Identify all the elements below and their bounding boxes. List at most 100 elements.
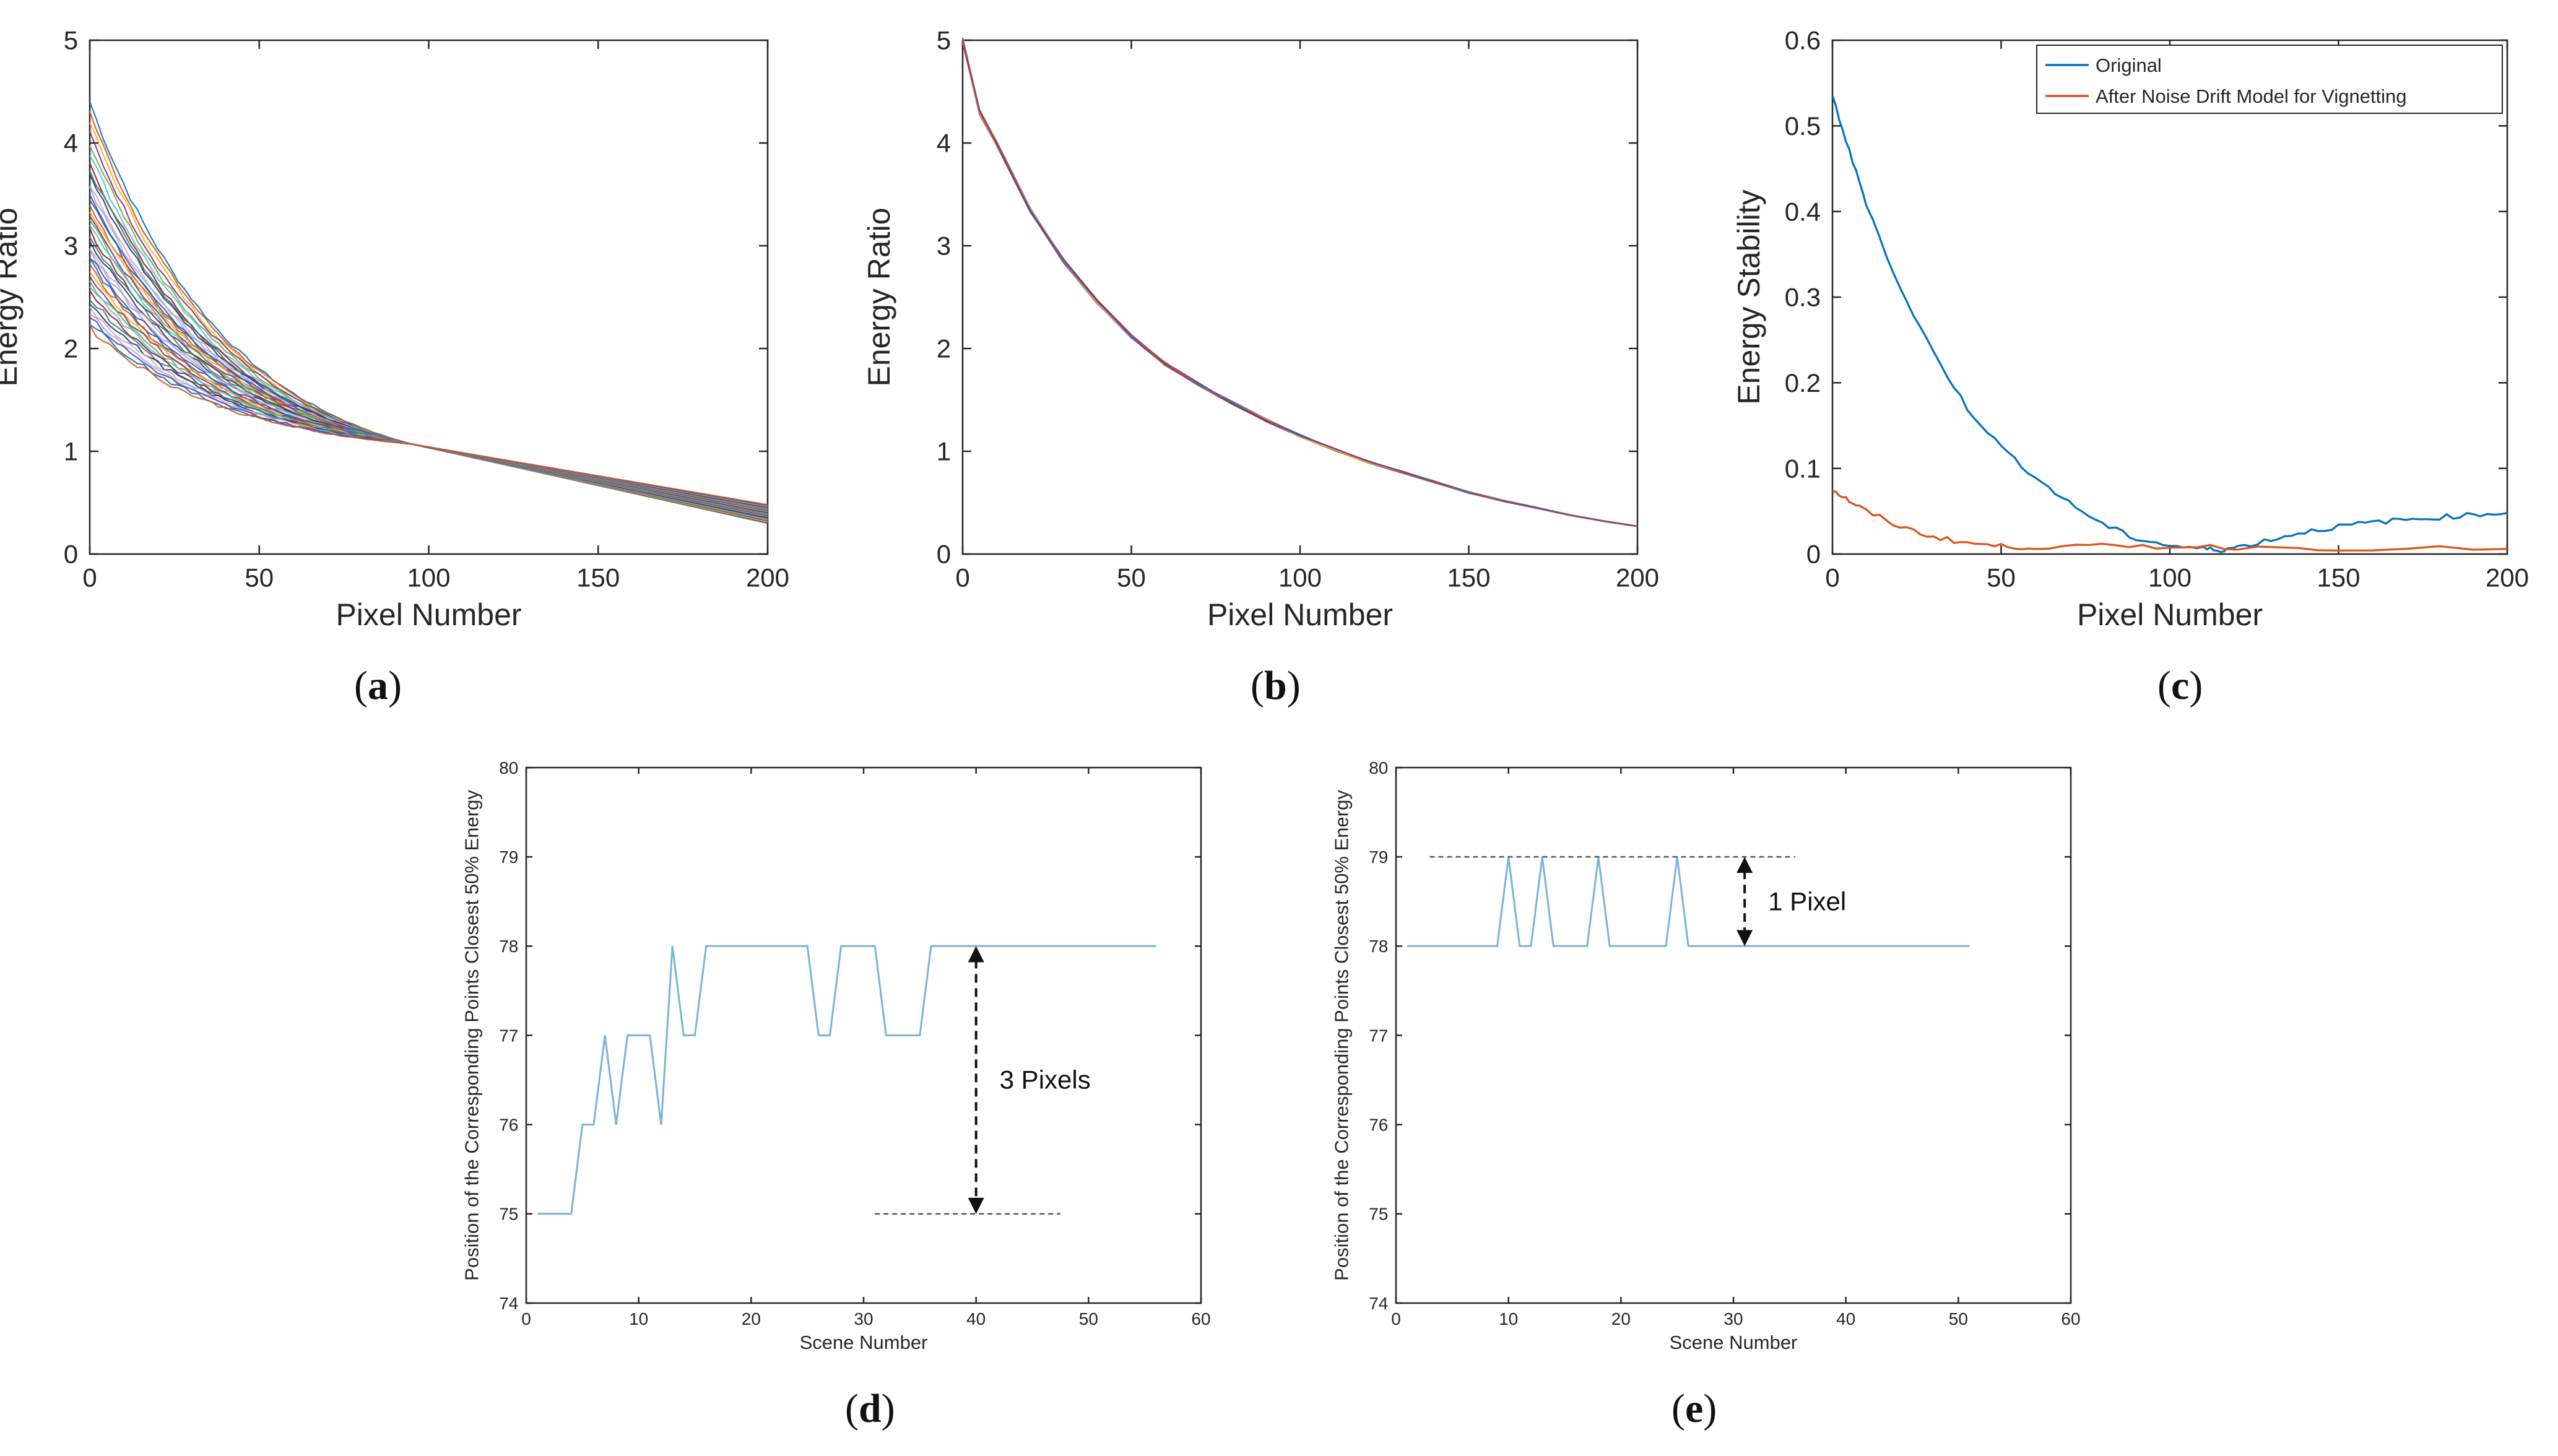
- series-line: [961, 38, 1638, 527]
- x-tick-label: 200: [2486, 563, 2529, 592]
- x-tick-label: 50: [1987, 563, 2016, 592]
- x-tick-label: 100: [1278, 563, 1322, 592]
- x-tick-label: 150: [576, 563, 620, 592]
- x-tick-label: 200: [746, 563, 789, 592]
- y-tick-label: 2: [64, 334, 78, 363]
- y-tick-label: 79: [499, 847, 518, 867]
- y-tick-label: 5: [937, 26, 951, 55]
- y-tick-label: 74: [1369, 1294, 1388, 1313]
- series-line: [961, 40, 1638, 527]
- series-line: [89, 215, 768, 515]
- x-tick-label: 50: [1079, 1309, 1098, 1328]
- y-tick-label: 0: [64, 540, 78, 569]
- x-axis-label: Scene Number: [800, 1332, 928, 1353]
- panel-label-b: (b): [1251, 663, 1301, 708]
- series-line: [961, 38, 1638, 527]
- y-tick-label: 2: [937, 334, 951, 363]
- y-tick-label: 0.2: [1785, 368, 1821, 397]
- y-tick-label: 3: [64, 232, 78, 261]
- series-line: [961, 38, 1638, 527]
- x-tick-label: 150: [1447, 563, 1490, 592]
- series-line: [961, 40, 1638, 527]
- y-tick-label: 80: [1369, 758, 1388, 778]
- x-axis-label: Pixel Number: [1207, 597, 1393, 632]
- series-line: [89, 280, 768, 509]
- legend-label: Original: [2096, 54, 2162, 76]
- y-tick-label: 75: [1369, 1205, 1388, 1224]
- legend-label: After Noise Drift Model for Vignetting: [2096, 85, 2407, 107]
- series-line-after-model: [1832, 490, 2508, 552]
- series-line: [89, 299, 768, 508]
- series-line: [961, 38, 1638, 527]
- series-line: [89, 249, 768, 512]
- x-tick-label: 40: [966, 1309, 986, 1328]
- y-tick-label: 77: [499, 1026, 518, 1045]
- series-line: [961, 41, 1638, 527]
- y-tick-label: 80: [499, 758, 518, 778]
- y-tick-label: 75: [499, 1205, 518, 1224]
- y-tick-label: 0: [1806, 540, 1821, 569]
- x-tick-label: 30: [854, 1309, 873, 1328]
- plot-frame: [961, 39, 1639, 555]
- series-line: [89, 186, 768, 517]
- series-line: [961, 39, 1638, 527]
- y-tick-label: 74: [499, 1294, 518, 1313]
- y-tick-label: 0.5: [1785, 111, 1821, 141]
- x-axis-label: Pixel Number: [2077, 597, 2263, 632]
- x-tick-label: 60: [2061, 1309, 2080, 1328]
- y-tick-label: 78: [1369, 937, 1388, 956]
- series-line: [961, 38, 1638, 527]
- y-axis-label: Energy Stability: [1732, 189, 1766, 404]
- series-line: [89, 271, 768, 510]
- chart-a: 0 50 100 150 200 0 1 2 3 4 5 Pixel Number Energy Rat…: [0, 26, 789, 632]
- series-line: [961, 40, 1638, 527]
- y-tick-label: 1: [64, 437, 78, 466]
- series-line: [961, 42, 1638, 527]
- y-tick-label: 3: [937, 232, 951, 261]
- series-line: [961, 40, 1638, 527]
- y-tick-label: 0.4: [1785, 197, 1821, 226]
- x-tick-label: 50: [1949, 1309, 1968, 1328]
- series-line: [961, 40, 1638, 527]
- range-arrow-head-down: [968, 1197, 984, 1214]
- series-line: [89, 258, 768, 511]
- series-line: [89, 194, 768, 517]
- x-tick-label: 0: [1825, 563, 1839, 592]
- x-tick-label: 200: [1616, 563, 1659, 592]
- series-line: [961, 42, 1638, 527]
- x-tick-label: 20: [1611, 1309, 1631, 1328]
- plot-frame: [1831, 39, 2508, 555]
- plot-frame: [1395, 766, 2072, 1304]
- y-tick-label: 0.3: [1785, 283, 1821, 312]
- range-arrow-head-up: [1736, 857, 1753, 873]
- y-tick-label: 1: [937, 437, 951, 466]
- series-line: [89, 122, 768, 522]
- panel-label-e: (e): [1671, 1386, 1717, 1431]
- series-line: [961, 38, 1638, 527]
- chart-c: 0 50 100 150 200 0 0.1 0.2 0.3 0.4 0.5 0.6 Pixel Num…: [1732, 26, 2529, 632]
- series-line: [89, 258, 768, 511]
- range-arrow-head-up: [968, 946, 984, 963]
- series-line: [961, 41, 1638, 527]
- series-line: [89, 145, 768, 521]
- panel-label-d: (d): [845, 1386, 895, 1431]
- series-line: [89, 286, 768, 509]
- x-tick-label: 50: [1117, 563, 1146, 592]
- x-tick-label: 0: [1391, 1309, 1401, 1328]
- y-tick-label: 77: [1369, 1026, 1388, 1045]
- series-line: [961, 40, 1638, 527]
- x-tick-label: 0: [82, 563, 97, 592]
- series-line: [89, 162, 768, 519]
- x-tick-label: 10: [1499, 1309, 1518, 1328]
- x-tick-label: 40: [1836, 1309, 1855, 1328]
- x-tick-label: 60: [1191, 1309, 1210, 1328]
- y-tick-label: 76: [1369, 1115, 1388, 1134]
- x-axis-label: Pixel Number: [336, 597, 521, 632]
- y-tick-label: 79: [1369, 847, 1388, 867]
- y-tick-label: 4: [937, 129, 951, 158]
- series-line: [961, 39, 1638, 527]
- series-line: [1407, 857, 1970, 947]
- series-line: [961, 42, 1638, 527]
- y-axis-label: Energy Ratio: [862, 207, 896, 386]
